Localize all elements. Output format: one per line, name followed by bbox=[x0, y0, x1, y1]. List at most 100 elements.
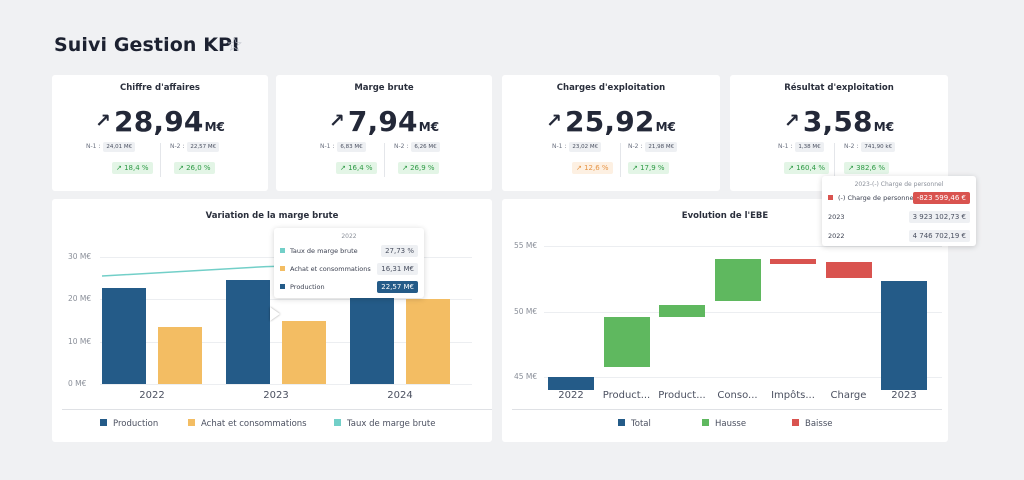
x-tick-label: 2022 bbox=[139, 390, 165, 401]
bar-achat-et-consommations[interactable] bbox=[406, 299, 450, 384]
kpi-n1-change-badge: ↗ 12,6 % bbox=[572, 162, 613, 174]
tooltip-row-label: Production bbox=[280, 283, 325, 291]
tooltip-dot bbox=[280, 266, 285, 271]
x-tick-label: Impôts... bbox=[771, 390, 815, 401]
legend-item[interactable]: Baisse bbox=[792, 419, 833, 429]
chart-tooltip: 2023-(-) Charge de personnel (-) Charge d… bbox=[822, 176, 976, 246]
legend-swatch bbox=[702, 419, 709, 426]
kpi-title: Charges d'exploitation bbox=[556, 83, 666, 93]
y-tick-label: 0 M€ bbox=[68, 379, 87, 388]
gridline bbox=[544, 311, 942, 313]
legend-label: Baisse bbox=[805, 419, 833, 429]
legend-item[interactable]: Production bbox=[100, 419, 158, 429]
kpi-unit: M€ bbox=[655, 120, 676, 134]
kpi-n2-change-badge: ↗ 26,0 % bbox=[174, 162, 215, 174]
waterfall-bar-hausse[interactable] bbox=[659, 305, 705, 317]
y-tick-label: 20 M€ bbox=[68, 294, 92, 304]
bar-production[interactable] bbox=[226, 280, 270, 384]
tooltip-row-label: (-) Charge de personnel bbox=[828, 194, 915, 202]
bar-production[interactable] bbox=[102, 288, 146, 384]
x-tick-label: 2022 bbox=[558, 390, 584, 401]
kpi-value: 3,58 bbox=[802, 105, 873, 138]
trend-up-icon: ↗ bbox=[95, 110, 112, 132]
legend-label: Production bbox=[113, 419, 159, 429]
legend-label: Taux de marge brute bbox=[347, 419, 436, 429]
tooltip-row-value: 16,31 M€ bbox=[377, 263, 418, 275]
tooltip-row-label: 2022 bbox=[828, 232, 845, 240]
chart-title: Evolution de l'EBE bbox=[681, 211, 769, 221]
tooltip-row-label: Taux de marge brute bbox=[280, 247, 358, 255]
legend-item[interactable]: Total bbox=[618, 419, 651, 429]
gridline bbox=[100, 299, 472, 301]
kpi-card-resultat-exploitation: Résultat d'exploitation ↗ 3,58M€ N-1 :1,3… bbox=[730, 75, 948, 191]
kpi-value-row: ↗ 28,94M€ bbox=[52, 105, 268, 138]
kpi-n1: N-1 :23,02 M€ bbox=[552, 142, 602, 152]
tooltip-dot bbox=[280, 284, 285, 289]
tooltip-row-value: 27,73 % bbox=[381, 245, 418, 257]
tooltip-row-label: Achat et consommations bbox=[280, 265, 371, 273]
kpi-value: 7,94 bbox=[347, 105, 418, 138]
kpi-n2: N-2 :6,26 M€ bbox=[394, 142, 440, 152]
bar-production[interactable] bbox=[350, 297, 394, 384]
kpi-n1: N-1 :24,01 M€ bbox=[86, 142, 136, 152]
legend-item[interactable]: Taux de marge brute bbox=[334, 419, 435, 429]
kpi-n2: N-2 :741,90 k€ bbox=[844, 142, 896, 152]
kpi-unit: M€ bbox=[204, 120, 225, 134]
legend-label: Total bbox=[631, 419, 651, 429]
kpi-n1: N-1 :1,38 M€ bbox=[778, 142, 824, 152]
tooltip-row-value: 22,57 M€ bbox=[377, 281, 418, 293]
trend-up-icon: ↗ bbox=[783, 110, 800, 132]
legend-swatch bbox=[792, 419, 799, 426]
kpi-unit: M€ bbox=[418, 120, 440, 134]
kpi-n2: N-2 :21,98 M€ bbox=[628, 142, 678, 152]
favorite-star-icon[interactable]: ☆ bbox=[226, 34, 244, 56]
legend-swatch bbox=[100, 419, 107, 426]
trend-up-icon: ↗ bbox=[546, 110, 563, 132]
x-tick-label: 2023 bbox=[891, 390, 917, 401]
waterfall-bar-hausse[interactable] bbox=[714, 259, 761, 302]
bar-achat-et-consommations[interactable] bbox=[282, 320, 326, 384]
waterfall-bar-baisse[interactable] bbox=[770, 259, 816, 265]
kpi-value: 28,94 bbox=[114, 105, 204, 138]
kpi-n1-change-badge: ↗ 160,4 % bbox=[784, 162, 830, 174]
x-tick-label: 2024 bbox=[387, 390, 413, 401]
chart-title: Variation de la marge brute bbox=[205, 211, 339, 221]
page-title: Suivi Gestion KPI bbox=[54, 34, 240, 56]
x-axis bbox=[512, 409, 942, 410]
waterfall-bar-total[interactable] bbox=[548, 377, 594, 391]
waterfall-bar-baisse[interactable] bbox=[825, 261, 872, 278]
tooltip-row-value: 3 923 102,73 € bbox=[908, 211, 970, 223]
kpi-value-row: ↗ 25,92M€ bbox=[502, 105, 720, 138]
chart-tooltip: 2022 Taux de marge brute 27,73 % Achat et c… bbox=[274, 228, 424, 298]
x-tick-label: Conso... bbox=[717, 390, 758, 401]
kpi-card-chiffre-affaires: Chiffre d'affaires ↗ 28,94M€ N-1 :24,01 M… bbox=[52, 75, 268, 191]
x-axis bbox=[62, 409, 492, 410]
waterfall-bar-total[interactable] bbox=[881, 281, 927, 391]
kpi-unit: M€ bbox=[873, 120, 895, 134]
legend-item[interactable]: Achat et consommations bbox=[188, 419, 307, 429]
kpi-n2-change-badge: ↗ 26,9 % bbox=[398, 162, 439, 174]
gridline bbox=[544, 246, 942, 248]
chart-card-marge-brute: Variation de la marge brute 30 M€ 20 M€ 10… bbox=[52, 199, 492, 442]
tooltip-row-label: 2023 bbox=[828, 213, 845, 221]
kpi-n1-change-badge: ↗ 16,4 % bbox=[336, 162, 377, 174]
tooltip-dot bbox=[280, 248, 285, 253]
kpi-title: Résultat d'exploitation bbox=[784, 83, 894, 93]
trend-up-icon: ↗ bbox=[328, 110, 345, 132]
kpi-n1: N-1 :6,83 M€ bbox=[320, 142, 366, 152]
bar-achat-et-consommations[interactable] bbox=[158, 326, 202, 384]
kpi-title: Marge brute bbox=[354, 83, 414, 93]
kpi-value-row: ↗ 7,94M€ bbox=[276, 105, 492, 138]
legend-label: Hausse bbox=[715, 419, 747, 429]
tooltip-row-value: -823 599,46 € bbox=[912, 192, 970, 204]
legend-swatch bbox=[334, 419, 341, 426]
legend-item[interactable]: Hausse bbox=[702, 419, 746, 429]
legend-swatch bbox=[618, 419, 625, 426]
tooltip-header: 2023-(-) Charge de personnel bbox=[854, 181, 944, 188]
legend-label: Achat et consommations bbox=[201, 419, 307, 429]
waterfall-bar-hausse[interactable] bbox=[603, 316, 650, 367]
kpi-n2-change-badge: ↗ 17,9 % bbox=[628, 162, 669, 174]
kpi-value-row: ↗ 3,58M€ bbox=[730, 105, 948, 138]
y-tick-label: 30 M€ bbox=[68, 252, 92, 261]
kpi-n1-change-badge: ↗ 18,4 % bbox=[112, 162, 153, 174]
